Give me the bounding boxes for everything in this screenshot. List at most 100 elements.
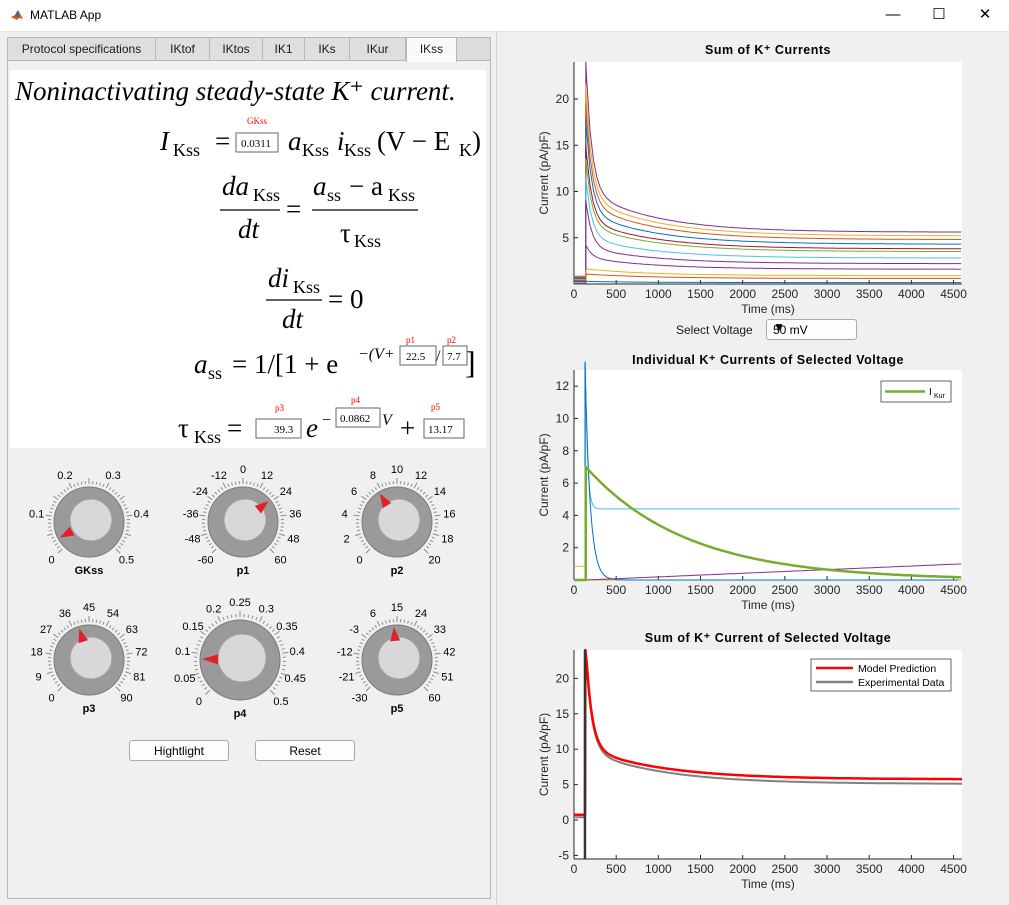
eq4-lhs: a	[194, 349, 208, 379]
tab-ik1[interactable]: IK1	[263, 38, 305, 60]
knob-tick	[270, 690, 276, 696]
knob-label: p1	[237, 565, 250, 577]
knob-tick	[359, 504, 363, 507]
tab-iktof[interactable]: IKtof	[156, 38, 210, 60]
knob-tick	[57, 683, 61, 687]
chart-title: Sum of K⁺ Current of Selected Voltage	[645, 631, 891, 645]
knob-tick	[123, 536, 127, 539]
maximize-button[interactable]: ☐	[932, 6, 946, 23]
knob-label: p5	[391, 703, 404, 715]
knob-tick	[49, 511, 53, 514]
highlight-button[interactable]: Hightlight	[129, 740, 229, 761]
param-value-p1[interactable]: 22.5	[406, 351, 426, 363]
series-line	[574, 158, 962, 280]
knob-tick	[359, 642, 363, 645]
knob-tick	[45, 652, 52, 655]
knob-tick	[385, 620, 387, 624]
select-voltage-dropdown[interactable]: 50 mV ▼	[766, 319, 857, 340]
knob-tick	[124, 645, 128, 648]
knob-tick-label: 0.3	[105, 470, 120, 482]
knob-tick-label: 16	[443, 509, 455, 521]
knob-cap[interactable]	[69, 636, 113, 680]
reset-button[interactable]: Reset	[255, 740, 355, 761]
knob-tick-label: 0	[48, 554, 54, 566]
knob-tick	[269, 548, 275, 554]
knob-tick	[271, 545, 275, 549]
knob-tick	[281, 648, 285, 650]
knob-tick	[199, 680, 203, 683]
knob-tick	[124, 507, 128, 510]
knob-cap[interactable]	[377, 636, 421, 680]
knob-tick-label: 0.1	[29, 509, 44, 521]
select-voltage-label: Select Voltage	[676, 323, 753, 337]
y-tick-label: 10	[556, 742, 570, 756]
series-line	[574, 649, 962, 819]
knob-tick-label: -21	[339, 671, 355, 683]
knob-tick	[403, 481, 406, 485]
param-value-gkss[interactable]: 0.0311	[241, 138, 271, 150]
knob-pointer	[254, 501, 269, 514]
knob-tick-label: 0.2	[206, 603, 221, 615]
knob-tick	[208, 542, 212, 546]
close-button[interactable]: ✕	[978, 6, 992, 23]
knob-tick-label: 36	[289, 509, 301, 521]
x-axis-label: Time (ms)	[741, 598, 795, 612]
tab-iks[interactable]: IKs	[305, 38, 350, 60]
knob-tick	[361, 495, 367, 501]
knob-tick	[425, 632, 429, 636]
knob-p4[interactable]: 00.05 0.1 0.150.2 0.25 0.30.35 0.4 0.45 0.5 p4	[174, 597, 306, 720]
knob-tick	[356, 529, 361, 532]
tab-ikss[interactable]: IKss	[406, 38, 457, 62]
param-value-p4[interactable]: 0.0862	[340, 413, 370, 425]
x-tick-label: 4500	[940, 583, 967, 597]
knob-gkss[interactable]: 0 0.1 0.2 0.3 0.4 0.5 GKss	[29, 470, 149, 577]
knob-tick	[425, 683, 429, 687]
minimize-button[interactable]: —	[885, 6, 901, 23]
knob-tick	[54, 542, 58, 546]
knob-tick	[80, 481, 83, 485]
knob-tick	[425, 494, 429, 498]
knob-tick	[279, 676, 283, 679]
knob-cap[interactable]	[69, 498, 113, 542]
y-tick-label: 8	[562, 444, 569, 458]
svg-text:/: /	[436, 348, 441, 365]
param-label-p4: p4	[351, 395, 361, 405]
knob-cap[interactable]	[223, 498, 267, 542]
knob-tick	[385, 482, 387, 486]
knob-tick	[361, 500, 365, 504]
knob-tick	[353, 514, 360, 517]
knob-tick	[365, 545, 369, 549]
knob-tick	[423, 548, 429, 554]
knob-tick-label: 0.4	[134, 509, 149, 521]
tab-protocol-specifications[interactable]: Protocol specifications	[8, 38, 156, 60]
knob-tick	[410, 621, 413, 625]
knob-tick	[45, 514, 52, 517]
knob-tick	[123, 504, 127, 507]
knob-tick	[361, 638, 365, 642]
knob-tick	[52, 677, 56, 681]
eq2-rhs-a: a	[313, 171, 327, 201]
knob-tick	[275, 683, 279, 687]
y-tick-label: 6	[562, 476, 569, 490]
param-value-p5[interactable]: 13.17	[428, 424, 453, 436]
param-value-p3[interactable]: 39.3	[274, 424, 294, 436]
knob-tick	[278, 533, 286, 537]
tab-ikur[interactable]: IKur	[350, 38, 406, 60]
knob-tick	[119, 633, 125, 639]
select-voltage-value: 50 mV	[773, 323, 808, 337]
tab-iktos[interactable]: IKtos	[210, 38, 263, 60]
knob-tick	[431, 642, 435, 645]
knob-tick	[53, 638, 57, 642]
param-value-p2[interactable]: 7.7	[447, 351, 461, 363]
knob-tick	[57, 494, 61, 498]
knob-tick	[276, 539, 280, 543]
knob-tick-label: -12	[211, 470, 227, 482]
knob-cap[interactable]	[377, 498, 421, 542]
knob-tick	[413, 482, 418, 489]
eq1-tail-sub: K	[459, 140, 472, 160]
